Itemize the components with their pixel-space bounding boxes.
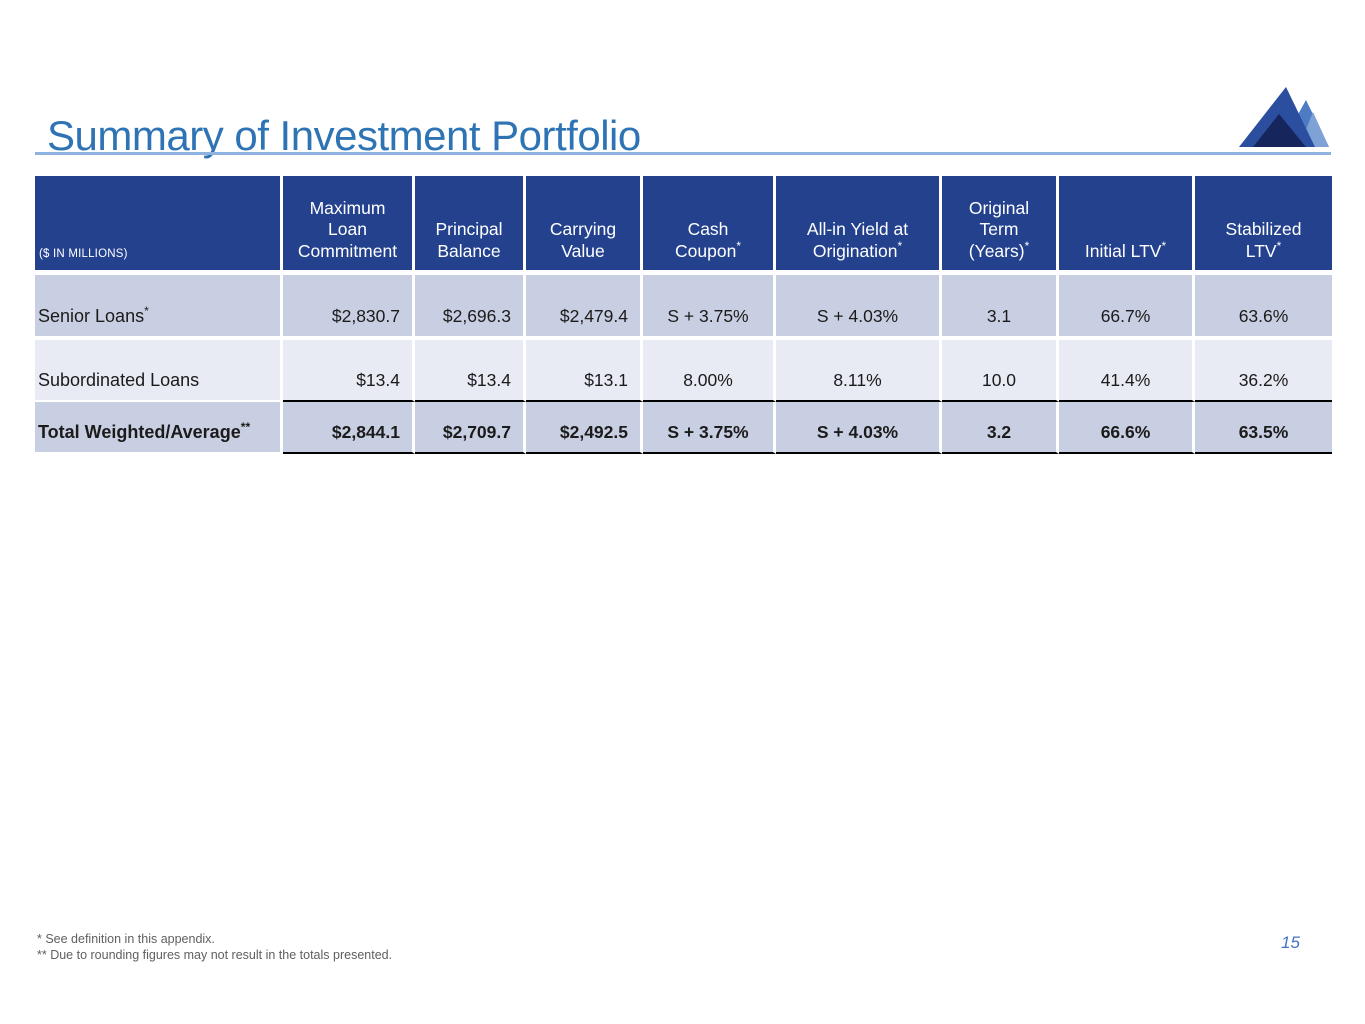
- page-title: Summary of Investment Portfolio: [47, 112, 641, 160]
- cell-stabilized-ltv: 63.6%: [1195, 270, 1332, 336]
- cell-original-term: 3.2: [942, 402, 1059, 454]
- col-header-principal-balance: Principal Balance: [415, 176, 526, 270]
- cell-carrying-value: $2,492.5: [526, 402, 643, 454]
- cell-initial-ltv: 66.6%: [1059, 402, 1195, 454]
- investment-portfolio-table: ($ IN MILLIONS) Maximum Loan Commitment …: [35, 176, 1332, 454]
- col-header-original-term: Original Term (Years)*: [942, 176, 1059, 270]
- cell-initial-ltv: 66.7%: [1059, 270, 1195, 336]
- cell-max-loan-commitment: $2,844.1: [283, 402, 415, 454]
- row-label: Senior Loans*: [35, 270, 283, 336]
- table-row-total-weighted-average: Total Weighted/Average** $2,844.1 $2,709…: [35, 402, 1332, 454]
- units-label: ($ IN MILLIONS): [39, 247, 128, 260]
- cell-max-loan-commitment: $13.4: [283, 336, 415, 402]
- cell-stabilized-ltv: 36.2%: [1195, 336, 1332, 402]
- title-underline: [35, 152, 1331, 155]
- cell-original-term: 10.0: [942, 336, 1059, 402]
- col-header-stabilized-ltv: Stabilized LTV*: [1195, 176, 1332, 270]
- cell-cash-coupon: S + 3.75%: [643, 402, 776, 454]
- cell-all-in-yield: S + 4.03%: [776, 270, 942, 336]
- footnotes: * See definition in this appendix. ** Du…: [37, 932, 392, 963]
- cell-all-in-yield: 8.11%: [776, 336, 942, 402]
- cell-original-term: 3.1: [942, 270, 1059, 336]
- row-label: Subordinated Loans: [35, 336, 283, 402]
- footnote-definition: * See definition in this appendix.: [37, 932, 215, 946]
- cell-carrying-value: $13.1: [526, 336, 643, 402]
- cell-principal-balance: $2,709.7: [415, 402, 526, 454]
- cell-stabilized-ltv: 63.5%: [1195, 402, 1332, 454]
- table-row-senior-loans: Senior Loans* $2,830.7 $2,696.3 $2,479.4…: [35, 270, 1332, 336]
- units-header-cell: ($ IN MILLIONS): [35, 176, 283, 270]
- footnote-rounding: ** Due to rounding figures may not resul…: [37, 947, 393, 962]
- col-header-max-loan-commitment: Maximum Loan Commitment: [283, 176, 415, 270]
- col-header-all-in-yield: All-in Yield at Origination*: [776, 176, 942, 270]
- col-header-carrying-value: Carrying Value: [526, 176, 643, 270]
- col-header-cash-coupon: Cash Coupon*: [643, 176, 776, 270]
- cell-initial-ltv: 41.4%: [1059, 336, 1195, 402]
- table-header-row: ($ IN MILLIONS) Maximum Loan Commitment …: [35, 176, 1332, 270]
- row-label: Total Weighted/Average**: [35, 402, 283, 454]
- cell-principal-balance: $2,696.3: [415, 270, 526, 336]
- cell-principal-balance: $13.4: [415, 336, 526, 402]
- cell-carrying-value: $2,479.4: [526, 270, 643, 336]
- cell-cash-coupon: 8.00%: [643, 336, 776, 402]
- mountain-logo-icon: [1239, 87, 1329, 147]
- page-number: 15: [1281, 933, 1300, 952]
- table-row-subordinated-loans: Subordinated Loans $13.4 $13.4 $13.1 8.0…: [35, 336, 1332, 402]
- col-header-initial-ltv: Initial LTV*: [1059, 176, 1195, 270]
- cell-all-in-yield: S + 4.03%: [776, 402, 942, 454]
- cell-cash-coupon: S + 3.75%: [643, 270, 776, 336]
- cell-max-loan-commitment: $2,830.7: [283, 270, 415, 336]
